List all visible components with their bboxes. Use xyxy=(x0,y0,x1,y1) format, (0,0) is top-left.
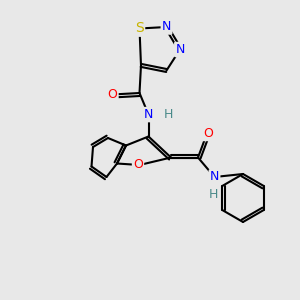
Text: H: H xyxy=(163,108,173,121)
Text: H: H xyxy=(208,188,218,202)
Text: S: S xyxy=(135,22,144,35)
Text: N: N xyxy=(175,43,185,56)
Text: O: O xyxy=(108,88,117,101)
Text: N: N xyxy=(210,170,219,184)
Text: O: O xyxy=(204,127,213,140)
Text: N: N xyxy=(144,108,153,121)
Text: O: O xyxy=(133,158,143,172)
Text: N: N xyxy=(162,20,171,34)
